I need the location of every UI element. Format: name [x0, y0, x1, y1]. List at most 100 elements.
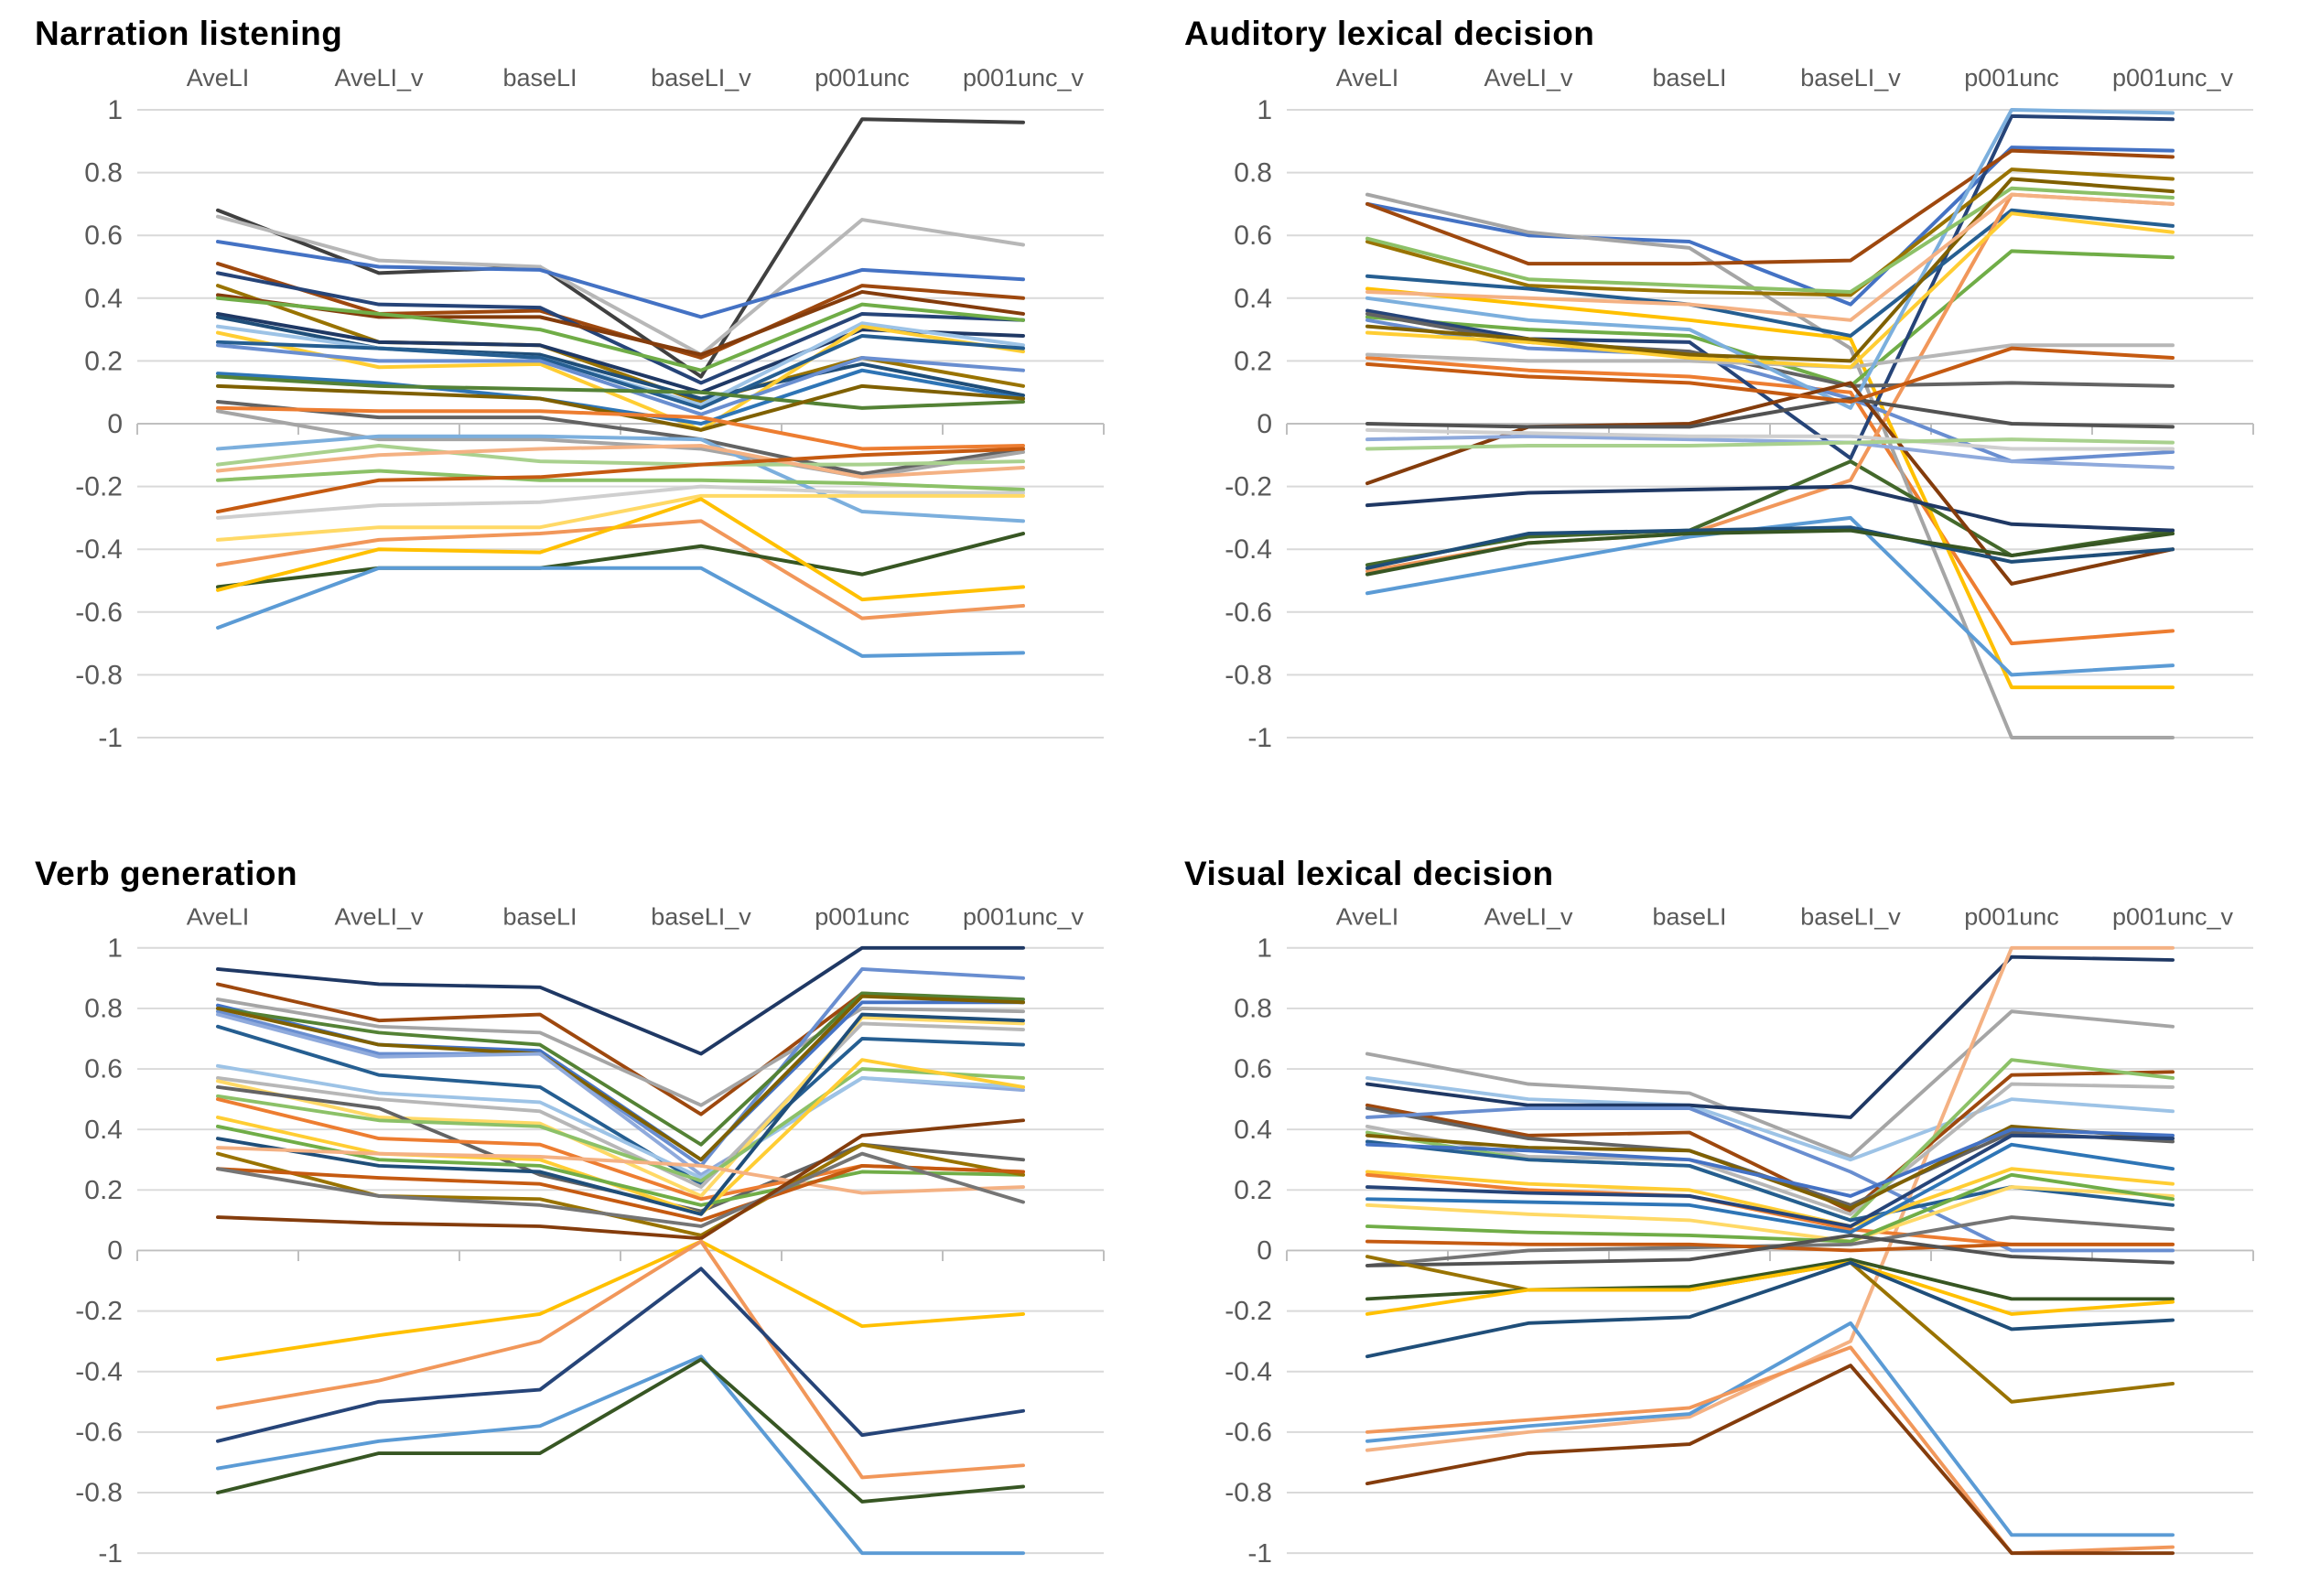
y-tick-label: -1	[98, 723, 123, 753]
series-line	[1365, 1133, 2175, 1228]
series-line	[216, 1163, 1025, 1223]
line-chart: 1 0.8 0.6 0.4 0.2 0 -0.2 -0.4 -0.6 -0.8 -1 AveLI Ave…	[1225, 903, 2254, 1569]
chart-panel-verb-generation: Verb generation 1 0.8 0.6 0.4 0.2 0 -0.2 -0.4 -0…	[0, 798, 1150, 1596]
series-line	[216, 1021, 1025, 1189]
series-line	[1365, 954, 2175, 1119]
x-category-label: baseLI	[1652, 903, 1726, 930]
x-category-label: AveLI	[1336, 903, 1399, 930]
series-line	[1365, 528, 2175, 577]
series-line	[216, 493, 1025, 542]
y-tick-label: -0.4	[1225, 1357, 1272, 1386]
series-line	[1365, 1364, 2175, 1556]
x-category-label: AveLI_v	[1484, 903, 1573, 930]
series-line	[216, 333, 1025, 410]
series-line	[1365, 1257, 2175, 1301]
series-line	[1365, 1321, 2175, 1537]
y-tick-label: 0	[107, 1236, 123, 1266]
series-line	[1365, 148, 2175, 266]
series-line	[216, 444, 1025, 480]
series-line	[216, 1354, 1025, 1556]
y-tick-label: 0	[107, 409, 123, 439]
series-line	[216, 1012, 1025, 1216]
x-category-label: AveLI_v	[334, 903, 424, 930]
series-line	[216, 469, 1025, 492]
y-tick-label: 0.4	[1234, 1115, 1272, 1144]
series-line	[216, 1067, 1025, 1183]
series-line	[1365, 286, 2175, 690]
chart-title: Narration listening	[35, 15, 343, 52]
series-line	[1365, 396, 2175, 429]
y-tick-label: -0.6	[75, 1418, 123, 1447]
series-line	[216, 497, 1025, 602]
y-tick-label: -0.4	[75, 534, 123, 565]
x-category-label: baseLI	[1652, 64, 1726, 92]
series-line	[1365, 1106, 2175, 1253]
series-line	[1365, 186, 2175, 294]
series-line	[1365, 1076, 2175, 1162]
series-line	[1365, 1070, 2175, 1213]
series-line	[1365, 167, 2175, 297]
series-line	[216, 1151, 1025, 1228]
series-line	[1365, 945, 2175, 1452]
y-tick-label: -0.4	[1225, 534, 1272, 565]
series-line	[1365, 1345, 2175, 1556]
line-chart: 1 0.8 0.6 0.4 0.2 0 -0.2 -0.4 -0.6 -0.8 -1 AveLI Ave…	[75, 64, 1105, 753]
series-line	[1365, 355, 2175, 646]
series-line	[216, 374, 1025, 410]
y-tick-label: -0.6	[1225, 1418, 1272, 1447]
x-category-label: p001unc_v	[963, 64, 1085, 92]
series-line	[216, 1024, 1025, 1186]
series-line	[1365, 1082, 2175, 1216]
series-line	[216, 1118, 1025, 1241]
series-line	[216, 991, 1025, 1147]
series-line	[216, 399, 1025, 476]
x-category-label: AveLI_v	[1484, 64, 1573, 92]
series-line	[1365, 525, 2175, 570]
series-line	[1365, 1142, 2175, 1235]
x-category-label: baseLI_v	[1800, 903, 1901, 930]
line-chart: 1 0.8 0.6 0.4 0.2 0 -0.2 -0.4 -0.6 -0.8 -1 AveLI Ave…	[1225, 64, 2254, 753]
series-line	[216, 368, 1025, 426]
y-tick-label: 0.6	[84, 1054, 123, 1084]
x-category-label: baseLI_v	[651, 903, 751, 930]
y-tick-label: 0	[1257, 1236, 1272, 1266]
series-line	[1365, 1233, 2175, 1267]
chart-title: Verb generation	[35, 855, 298, 892]
series-line	[1365, 146, 2175, 307]
series-line	[216, 343, 1025, 416]
series-line	[1365, 484, 2175, 533]
y-tick-label: 0.4	[84, 1115, 123, 1144]
series-line	[216, 444, 1025, 467]
chart-panel-visual-lexical-decision: Visual lexical decision 1 0.8 0.6 0.4 0.2 0 -0…	[1150, 798, 2299, 1596]
series-line	[1365, 1172, 2175, 1244]
series-line	[216, 447, 1025, 514]
x-category-label: AveLI	[187, 903, 250, 930]
series-line	[216, 409, 1025, 480]
y-tick-label: -0.8	[1225, 660, 1272, 690]
series-line	[1365, 1009, 2175, 1159]
series-line	[1365, 1260, 2175, 1316]
x-category-label: baseLI_v	[651, 64, 751, 92]
series-line	[216, 1239, 1025, 1480]
y-tick-label: -0.4	[75, 1357, 123, 1386]
series-line	[216, 1239, 1025, 1362]
x-category-label: p001unc	[1964, 64, 2059, 92]
y-tick-label: -0.2	[1225, 472, 1272, 502]
x-category-label: AveLI_v	[334, 64, 424, 92]
series-line	[216, 945, 1025, 1056]
line-chart: 1 0.8 0.6 0.4 0.2 0 -0.2 -0.4 -0.6 -0.8 -1 AveLI Ave…	[75, 903, 1105, 1569]
x-category-label: AveLI	[187, 64, 250, 92]
series-line	[1365, 346, 2175, 404]
series-line	[1365, 177, 2175, 363]
y-tick-label: -0.8	[1225, 1478, 1272, 1507]
y-tick-label: 0.8	[84, 994, 123, 1023]
series-line	[216, 405, 1025, 451]
series-line	[216, 284, 1025, 404]
series-line	[216, 1063, 1025, 1181]
y-tick-label: -1	[1247, 1538, 1272, 1568]
chart-title: Auditory lexical decision	[1184, 15, 1595, 52]
series-line	[1365, 427, 2175, 451]
y-tick-label: 0.2	[84, 1175, 123, 1204]
series-line	[1365, 211, 2175, 370]
series-line	[216, 240, 1025, 319]
